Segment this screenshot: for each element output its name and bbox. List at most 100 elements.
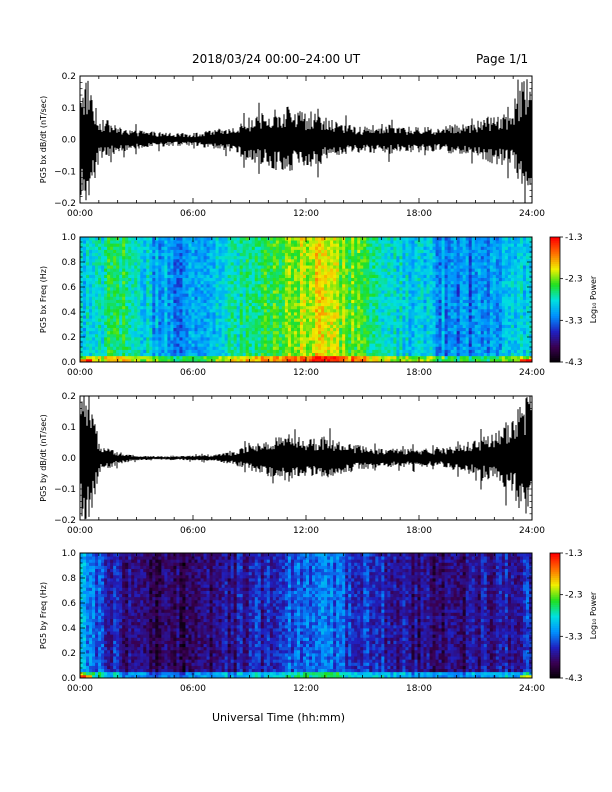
spectrogram-cell [212, 321, 216, 325]
spectrogram-cell [306, 293, 310, 297]
spectrogram-cell [239, 237, 244, 241]
spectrogram-cell [125, 283, 129, 288]
spectrogram-cell [158, 343, 162, 347]
spectrogram-cell [266, 280, 271, 285]
spectrogram-cell [372, 249, 376, 254]
spectrogram-cell [224, 333, 229, 338]
spectrogram-cell [263, 271, 268, 275]
spectrogram-cell [393, 252, 397, 257]
spectrogram-cell [194, 327, 198, 332]
spectrogram-cell [230, 343, 235, 347]
spectrogram-cell [269, 283, 274, 288]
spectrogram-cell [101, 352, 105, 357]
spectrogram-cell [236, 340, 241, 344]
spectrogram-cell [369, 327, 373, 332]
spectrogram-cell [212, 312, 216, 316]
spectrogram-cell [155, 265, 159, 269]
spectrogram-cell [83, 262, 87, 266]
spectrogram-cell [426, 321, 430, 325]
spectrogram-cell [321, 274, 325, 279]
spectrogram-cell [281, 315, 286, 319]
spectrogram-cell [212, 358, 216, 363]
spectrogram-cell [164, 287, 168, 291]
spectrogram-cell [351, 252, 355, 257]
spectrogram-cell [260, 333, 265, 338]
spectrogram-cell [92, 274, 96, 279]
spectrogram-cell [336, 277, 340, 282]
spectrogram-cell [299, 299, 304, 304]
spectrogram-cell [176, 337, 180, 341]
spectrogram-cell [203, 308, 207, 313]
spectrogram-cell [152, 333, 156, 338]
spectrogram-cell [95, 321, 99, 325]
spectrogram-cell [290, 330, 295, 335]
spectrogram-cell [125, 240, 129, 244]
spectrogram-cell [309, 299, 313, 304]
spectrogram-cell [161, 237, 165, 241]
spectrogram-cell [101, 283, 105, 288]
spectrogram-cell [309, 349, 313, 354]
spectrogram-cell [287, 302, 292, 307]
spectrogram-cell [110, 324, 114, 329]
spectrogram-cell [290, 287, 295, 291]
spectrogram-cell [327, 337, 331, 341]
spectrogram-cell [86, 327, 90, 332]
spectrogram-cell [95, 268, 99, 272]
spectrogram-cell [218, 268, 223, 272]
spectrogram-cell [275, 243, 280, 247]
spectrogram-cell [167, 321, 171, 325]
spectrogram-cell [251, 349, 256, 354]
spectrogram-cell [158, 258, 162, 263]
spectrogram-cell [257, 262, 262, 266]
spectrogram-cell [236, 274, 241, 279]
spectrogram-cell [194, 274, 198, 279]
spectrogram-cell [98, 290, 102, 294]
spectrogram-cell [312, 352, 316, 357]
spectrogram-cell [158, 337, 162, 341]
spectrogram-cell [182, 337, 186, 341]
spectrogram-cell [140, 321, 144, 325]
spectrogram-cell [116, 293, 120, 297]
spectrogram-cell [396, 283, 400, 288]
spectrogram-cell [107, 290, 111, 294]
spectrogram-cell [110, 262, 114, 266]
spectrogram-cell [390, 252, 394, 257]
spectrogram-cell [209, 349, 213, 354]
spectrogram-cell [447, 358, 452, 363]
spectrogram-cell [369, 280, 373, 285]
spectrogram-cell [164, 277, 168, 282]
spectrogram-cell [336, 237, 340, 241]
spectrogram-cell [263, 277, 268, 282]
spectrogram-cell [251, 358, 256, 363]
spectrogram-cell [441, 302, 446, 307]
spectrogram-cell [212, 293, 216, 297]
spectrogram-cell [312, 274, 316, 279]
spectrogram-cell [278, 296, 283, 300]
spectrogram-cell [396, 327, 400, 332]
spectrogram-cell [242, 305, 247, 310]
y-tick-label: 0.2 [62, 72, 76, 82]
spectrogram-cell [119, 302, 123, 307]
spectrogram-cell [119, 333, 123, 338]
spectrogram-cell [315, 249, 319, 254]
spectrogram-cell [98, 333, 102, 338]
spectrogram-cell [333, 287, 337, 291]
spectrogram-cell [203, 252, 207, 257]
spectrogram-cell [312, 333, 316, 338]
spectrogram-cell [92, 255, 96, 260]
spectrogram-cell [423, 280, 427, 285]
spectrogram-cell [170, 265, 174, 269]
spectrogram-cell [278, 262, 283, 266]
spectrogram-cell [257, 318, 262, 322]
spectrogram-cell [125, 358, 129, 363]
spectrogram-cell [95, 277, 99, 282]
spectrogram-cell [318, 274, 322, 279]
spectrogram-cell [221, 237, 226, 241]
spectrogram-cell [327, 315, 331, 319]
spectrogram-cell [137, 268, 141, 272]
spectrogram-cell [152, 258, 156, 263]
spectrogram-cell [251, 240, 256, 244]
spectrogram-cell [152, 327, 156, 332]
spectrogram-cell [306, 355, 310, 360]
spectrogram-cell [104, 305, 108, 310]
